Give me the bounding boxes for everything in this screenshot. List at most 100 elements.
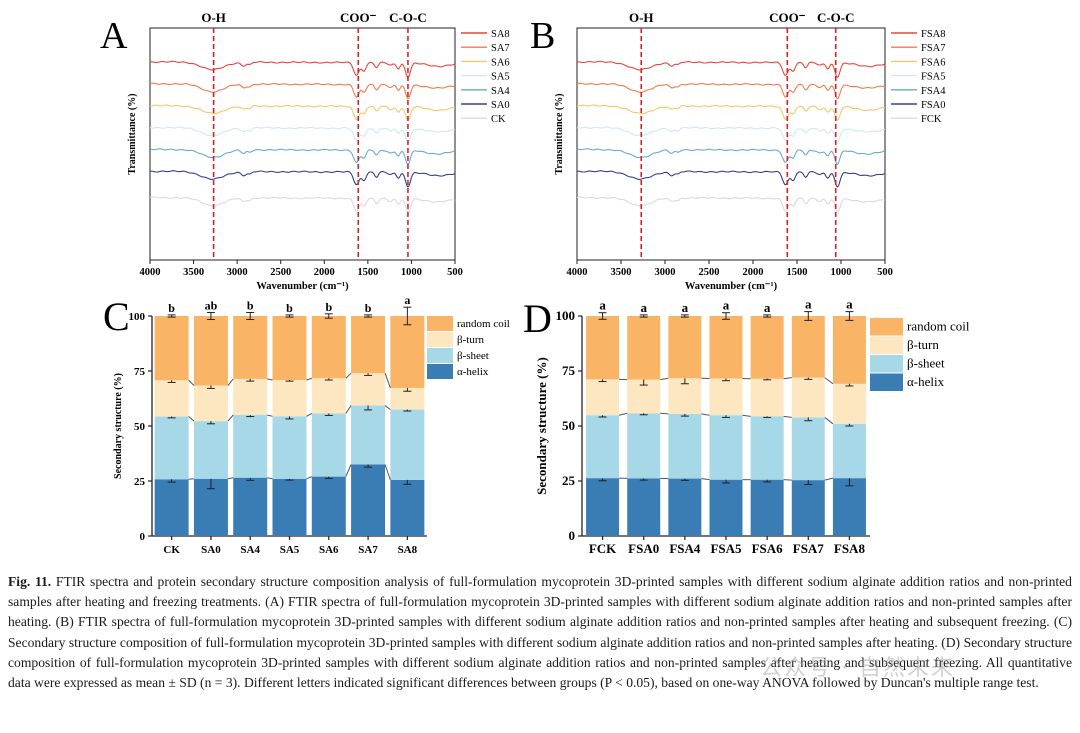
bar-segment-sheet	[390, 409, 425, 480]
bar-segment-randomcoil	[750, 316, 784, 379]
x-tick-label: 500	[877, 267, 893, 278]
x-tick-label: 3500	[611, 267, 632, 278]
legend-label: FSA5	[921, 72, 946, 83]
series-line-fck	[576, 196, 886, 214]
significance-letter: a	[682, 300, 689, 315]
bar-segment-sheet	[586, 415, 620, 479]
marker-label: COO⁻	[340, 10, 377, 25]
legend-label: SA5	[491, 72, 510, 83]
y-tick-label: 0	[569, 528, 576, 543]
y-axis-label: Transmittance (%)	[554, 93, 565, 174]
y-tick-label: 75	[562, 363, 576, 378]
caption-text: FTIR spectra and protein secondary struc…	[8, 574, 1072, 691]
bar-segment-randomcoil	[233, 316, 268, 379]
bar-segment-turn	[311, 378, 346, 414]
series-line-fsa5	[576, 126, 885, 144]
bar-segment-helix	[750, 479, 784, 536]
marker-label: C-O-C	[389, 10, 427, 25]
legend-label: SA0	[491, 100, 510, 111]
bar-segment-randomcoil	[791, 316, 825, 378]
x-tick-label: 4000	[140, 267, 161, 278]
bar-segment-helix	[311, 476, 346, 536]
x-tick-label: 2500	[699, 267, 720, 278]
legend-label: α-helix	[907, 374, 945, 389]
legend-label: β-sheet	[457, 350, 489, 362]
legend-swatch	[427, 316, 453, 331]
significance-letter: a	[599, 298, 606, 313]
connector-line	[384, 405, 391, 410]
connector-line	[701, 478, 710, 481]
bar-segment-sheet	[709, 415, 743, 480]
connector-line	[384, 373, 391, 389]
category-label: SA6	[319, 544, 339, 556]
bar-segment-helix	[233, 477, 268, 536]
significance-letter: a	[764, 300, 771, 315]
bar-segment-sheet	[627, 413, 661, 479]
series-line-sa7	[149, 82, 456, 100]
panel-letter: D	[523, 296, 552, 341]
connector-line	[227, 378, 234, 386]
connector-line	[824, 477, 834, 481]
legend-swatch	[870, 318, 903, 336]
bar-segment-randomcoil	[351, 316, 386, 374]
bar-segment-turn	[750, 378, 784, 417]
legend-label: random coil	[907, 319, 970, 334]
category-label: FSA5	[710, 541, 742, 556]
bar-segment-turn	[193, 385, 228, 422]
caption-label: Fig. 11.	[8, 574, 52, 589]
connector-line	[824, 417, 834, 425]
significance-letter: a	[805, 297, 812, 312]
panel-letter: A	[100, 15, 128, 57]
legend-label: FSA4	[921, 86, 946, 97]
figure-caption: Fig. 11. FTIR spectra and protein second…	[8, 572, 1072, 693]
bar-segment-turn	[351, 373, 386, 406]
y-tick-label: 25	[134, 476, 146, 488]
y-axis-label: Secondary structure (%)	[534, 357, 549, 495]
category-label: FSA4	[669, 541, 701, 556]
connector-line	[306, 377, 312, 381]
bar-segment-randomcoil	[832, 316, 866, 384]
x-axis-label: Wavenumber (cm⁻¹)	[256, 281, 349, 292]
significance-letter: a	[723, 298, 730, 313]
y-tick-label: 50	[562, 418, 575, 433]
x-tick-label: 1500	[787, 267, 808, 278]
ftir-panel-B: B 4000 3500 3000 2500 2000 1500 1000 500 Wavenumb…	[530, 10, 946, 292]
panel-letter: C	[103, 294, 130, 339]
legend-swatch	[427, 332, 453, 347]
series-line-fsa6	[576, 104, 885, 121]
legend-swatch	[427, 348, 453, 363]
bar-segment-helix	[351, 464, 386, 536]
bar-panel-D: D 0 25 50 75 100 Secondary structure (%) a a a a FC…	[523, 296, 970, 556]
significance-letter: a	[404, 293, 410, 307]
bar-segment-helix	[390, 479, 425, 536]
marker-label: C-O-C	[817, 10, 855, 25]
y-tick-label: 0	[140, 531, 146, 543]
connector-line	[618, 412, 628, 416]
category-label: SA7	[358, 544, 378, 556]
significance-letter: b	[365, 301, 372, 315]
bar-segment-helix	[709, 479, 743, 536]
x-tick-label: 2500	[270, 267, 291, 278]
connector-line	[345, 372, 352, 379]
connector-line	[345, 405, 352, 414]
connector-line	[345, 464, 352, 477]
bar-segment-randomcoil	[709, 316, 743, 379]
marker-label: O-H	[201, 10, 226, 25]
series-line-sa6	[149, 104, 455, 121]
legend-swatch	[870, 373, 903, 391]
series-line-fsa7	[576, 82, 886, 100]
marker-label: COO⁻	[769, 10, 806, 25]
bar-segment-turn	[791, 377, 825, 418]
bar-segment-sheet	[193, 421, 228, 479]
marker-label: O-H	[629, 10, 654, 25]
significance-letter: b	[325, 300, 332, 314]
bar-segment-helix	[154, 479, 189, 536]
connector-line	[701, 413, 710, 416]
category-label: SA5	[280, 544, 300, 556]
connector-line	[384, 464, 391, 481]
significance-letter: b	[286, 301, 293, 315]
series-line-sa4	[149, 148, 456, 166]
connector-line	[660, 412, 669, 415]
connector-line	[267, 477, 273, 480]
